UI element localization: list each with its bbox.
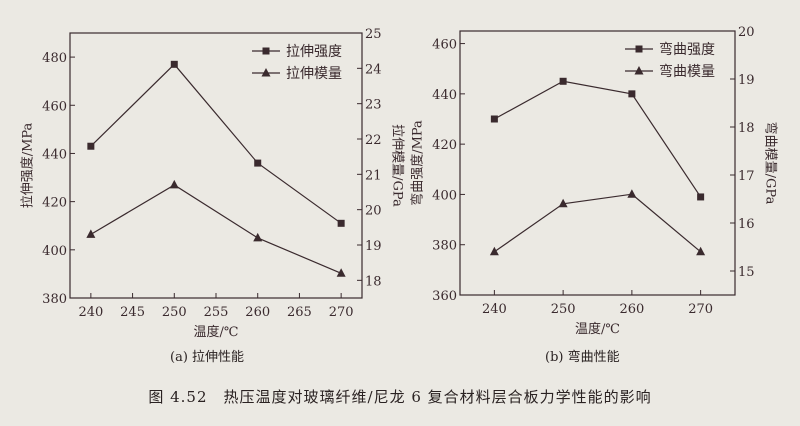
y2-tick-label: 23 [365,98,382,113]
x-tick-label: 240 [78,305,103,320]
x-tick-label: 270 [329,305,354,320]
y-tick-label: 480 [42,51,67,66]
y2-tick-label: 18 [738,121,755,136]
legend-marker [634,66,644,75]
y2-tick-label: 20 [738,25,755,40]
data-point [86,229,96,238]
x-tick-label: 250 [162,305,187,320]
x-tick-label: 260 [245,305,270,320]
data-point [169,179,179,189]
data-point [558,198,568,208]
data-point [254,159,262,167]
y2-tick-label: 25 [365,27,382,42]
data-point [336,268,346,277]
legend-marker [635,45,643,53]
series-line-1 [90,184,342,274]
legend-marker [262,47,270,55]
y2-tick-label: 19 [365,239,382,254]
y-axis-label: 拉伸强度/MPa [20,122,36,208]
y2-tick-label: 20 [365,204,382,219]
data-point [696,246,706,256]
x-axis-label: 温度/℃ [194,324,239,340]
x-tick-label: 265 [287,305,312,320]
data-point [627,189,637,198]
data-point [170,60,178,68]
y-tick-label: 400 [42,244,67,259]
x-tick-label: 260 [619,302,644,317]
x-tick-label: 255 [204,305,229,320]
y-tick-label: 360 [432,289,457,304]
data-point [628,90,636,98]
subcaption-b: (b) 弯曲性能 [545,350,620,365]
x-tick-label: 245 [120,305,145,320]
subcaption-a: (a) 拉伸性能 [170,350,245,365]
y-tick-label: 400 [432,188,457,203]
plot-frame [459,30,736,296]
y-tick-label: 380 [42,292,67,307]
y2-tick-label: 18 [365,274,382,289]
data-point [87,142,95,150]
x-tick-label: 270 [688,302,713,317]
y2-tick-label: 24 [365,62,382,77]
series-line-0 [90,63,342,224]
data-point [489,246,499,256]
y2-tick-label: 21 [365,168,382,183]
series-line-1 [494,193,702,253]
data-point [697,193,705,201]
y2-tick-label: 17 [738,169,755,184]
y2-tick-label: 19 [738,73,755,88]
y-tick-label: 460 [42,99,67,114]
y2-tick-label: 16 [738,217,755,232]
legend-label: 拉伸强度 [286,44,342,60]
y2-axis-label: 拉伸模量/GPa [390,124,405,207]
legend-label: 弯曲强度 [659,41,715,58]
y-tick-label: 420 [42,196,67,211]
y-axis-label: 弯曲强度/MPa [410,120,426,206]
data-point [490,115,498,123]
y2-tick-label: 22 [365,133,382,148]
y-tick-label: 420 [432,138,457,153]
y2-tick-label: 15 [738,265,755,280]
data-point [253,232,263,242]
legend-label: 弯曲模量 [659,63,715,80]
figure-caption: 图 4.52 热压温度对玻璃纤维/尼龙 6 复合材料层合板力学性能的影响 [148,388,652,406]
y-tick-label: 460 [432,38,457,53]
y-tick-label: 440 [42,147,67,162]
x-tick-label: 250 [551,302,576,317]
x-axis-label: 温度/℃ [575,321,620,337]
legend-label: 拉伸模量 [286,66,342,82]
y-tick-label: 440 [432,88,457,103]
data-point [337,219,345,227]
data-point [559,77,567,85]
y2-axis-label: 弯曲模量/GPa [763,122,779,205]
y-tick-label: 380 [432,239,457,254]
legend-marker [261,68,271,77]
series-line-0 [494,80,702,198]
x-tick-label: 240 [482,302,507,317]
